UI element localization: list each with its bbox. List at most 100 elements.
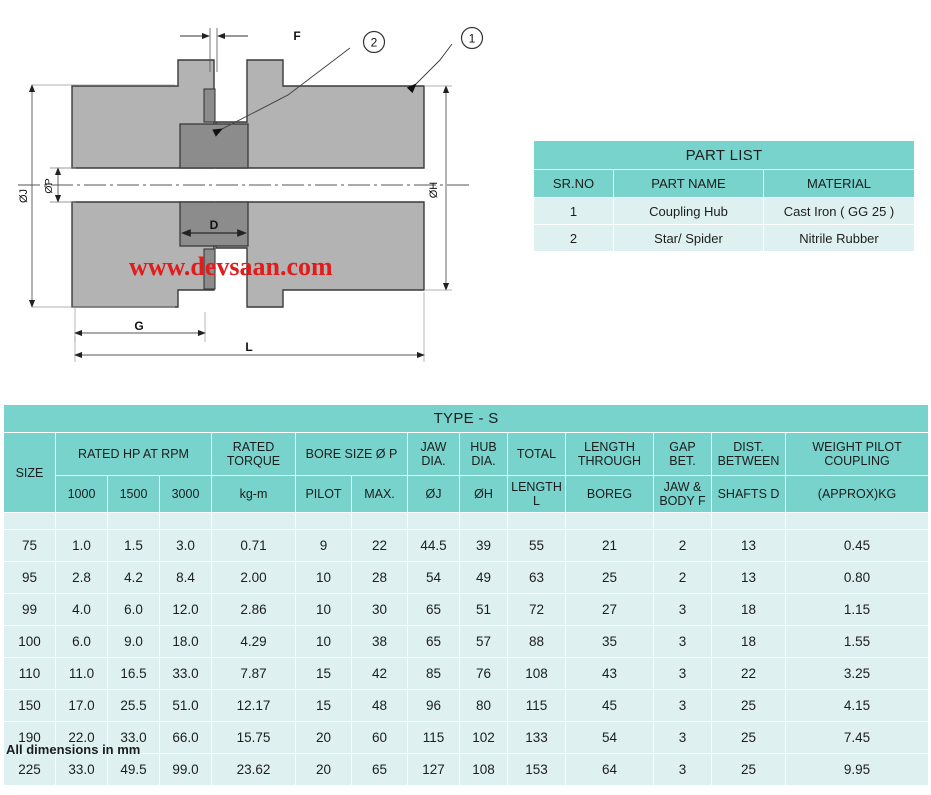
spec-cell-4-2: 16.5 (107, 657, 160, 690)
spec-cell-3-6: 38 (351, 625, 408, 658)
spec-cell-4-5: 15 (295, 657, 352, 690)
spec-cell-7-5: 20 (295, 753, 352, 786)
spec-cell-4-11: 3 (653, 657, 712, 690)
spec-cell-2-2: 6.0 (107, 593, 160, 626)
spec-cell-2-0: 99 (3, 593, 56, 626)
spec-cell-0-9: 55 (507, 529, 566, 562)
spec-cell-3-0: 100 (3, 625, 56, 658)
spec-cell-5-13: 4.15 (784, 689, 930, 722)
part-list-row: 2 Star/ Spider Nitrile Rubber (533, 224, 916, 252)
spec-cell-0-6: 22 (351, 529, 408, 562)
spec-cell-3-12: 18 (711, 625, 786, 658)
spec-cell-0-13: 0.45 (784, 529, 930, 562)
spec-cell-1-4: 2.00 (211, 561, 296, 594)
table-row: 225 33.0 49.5 99.0 23.62 20 65 127 108 153 64 3 25 9.… (3, 753, 930, 786)
spec-cell-1-3: 8.4 (159, 561, 212, 594)
spec-cell-4-7: 85 (407, 657, 460, 690)
table-row: 99 4.0 6.0 12.0 2.86 10 30 65 51 72 27 3 18 1.15 (3, 593, 930, 626)
spec-h1-9: DIST. BETWEEN (711, 432, 786, 476)
coupling-section-view: ØJ ØP ØH F D (18, 26, 484, 362)
dimension-g: G (74, 307, 206, 342)
spec-cell-3-9: 88 (507, 625, 566, 658)
dimension-l: L (74, 292, 425, 362)
part-list-cell-0-1: Coupling Hub (613, 197, 764, 225)
svg-text:2: 2 (371, 36, 378, 50)
spec-cell-5-2: 25.5 (107, 689, 160, 722)
spec-cell-5-10: 45 (565, 689, 654, 722)
spec-cell-3-13: 1.55 (784, 625, 930, 658)
spec-cell-7-7: 127 (407, 753, 460, 786)
spec-cell-7-11: 3 (653, 753, 712, 786)
spec-cell-5-0: 150 (3, 689, 56, 722)
spec-h1-7: LENGTH THROUGH (565, 432, 654, 476)
right-coupling-hub (215, 59, 425, 308)
spec-h2-5: PILOT (295, 475, 352, 513)
spec-cell-4-0: 110 (3, 657, 56, 690)
spec-spacer-row (3, 512, 930, 530)
spec-cell-5-11: 3 (653, 689, 712, 722)
spec-cell-6-12: 25 (711, 721, 786, 754)
spec-cell-0-5: 9 (295, 529, 352, 562)
spec-h2-11: JAW & BODY F (653, 475, 712, 513)
spec-cell-4-12: 22 (711, 657, 786, 690)
spec-cell-7-8: 108 (459, 753, 508, 786)
spec-cell-2-8: 51 (459, 593, 508, 626)
spec-cell-4-4: 7.87 (211, 657, 296, 690)
spec-cell-5-6: 48 (351, 689, 408, 722)
spec-cell-3-2: 9.0 (107, 625, 160, 658)
spec-cell-1-10: 25 (565, 561, 654, 594)
spec-h1-10: WEIGHT PILOT COUPLING (784, 432, 930, 476)
svg-text:1: 1 (469, 32, 476, 46)
part-list-col-1: PART NAME (613, 169, 764, 198)
spec-h2-2: 1500 (107, 475, 160, 513)
dimension-op: ØP (43, 167, 76, 203)
spec-cell-6-9: 133 (507, 721, 566, 754)
part-list-title: PART LIST (532, 140, 916, 170)
spec-cell-0-2: 1.5 (107, 529, 160, 562)
spec-cell-2-7: 65 (407, 593, 460, 626)
spec-cell-2-12: 18 (711, 593, 786, 626)
spec-cell-7-4: 23.62 (211, 753, 296, 786)
spec-table: TYPE - S SIZE RATED HP AT RPM RATED TORQUE B… (2, 404, 930, 786)
spec-cell-5-4: 12.17 (211, 689, 296, 722)
spec-cell-0-0: 75 (3, 529, 56, 562)
spec-cell-3-10: 35 (565, 625, 654, 658)
spec-cell-5-3: 51.0 (159, 689, 212, 722)
svg-text:ØH: ØH (428, 182, 440, 199)
spec-cell-2-10: 27 (565, 593, 654, 626)
spec-h2-6: MAX. (351, 475, 408, 513)
part-list-table: PART LIST SR.NO PART NAME MATERIAL 1 Coupling… (532, 140, 916, 252)
spec-cell-1-9: 63 (507, 561, 566, 594)
spec-cell-2-6: 30 (351, 593, 408, 626)
spec-header-row-2: 1000 1500 3000 kg-m PILOT MAX. ØJ ØH LENGTH L BOR… (4, 475, 930, 513)
spec-cell-6-8: 102 (459, 721, 508, 754)
spec-cell-7-10: 64 (565, 753, 654, 786)
spec-cell-5-5: 15 (295, 689, 352, 722)
spec-cell-2-4: 2.86 (211, 593, 296, 626)
balloon-callout-2: 2 (212, 30, 386, 137)
spec-cell-6-5: 20 (295, 721, 352, 754)
spec-cell-0-10: 21 (565, 529, 654, 562)
spec-cell-0-12: 13 (711, 529, 786, 562)
spec-header-row-1: SIZE RATED HP AT RPM RATED TORQUE BORE SIZE… (3, 432, 930, 513)
svg-text:ØP: ØP (43, 178, 55, 193)
table-row: 95 2.8 4.2 8.4 2.00 10 28 54 49 63 25 2 13 0.80 (3, 561, 930, 594)
table-row: 100 6.0 9.0 18.0 4.29 10 38 65 57 88 35 3 18 1.55 (3, 625, 930, 658)
dimension-f: F (180, 28, 301, 72)
spec-h1-2: RATED TORQUE (211, 432, 296, 476)
spec-h1-3: BORE SIZE Ø P (295, 432, 408, 476)
spec-cell-1-7: 54 (407, 561, 460, 594)
spec-h2-7: ØJ (407, 475, 460, 513)
part-list-header-row: SR.NO PART NAME MATERIAL (533, 169, 916, 198)
spec-cell-1-11: 2 (653, 561, 712, 594)
spec-cell-6-7: 115 (407, 721, 460, 754)
spec-cell-5-8: 80 (459, 689, 508, 722)
spec-cell-2-13: 1.15 (784, 593, 930, 626)
part-list-title-row: PART LIST (532, 140, 916, 170)
coupling-drawing: ØJ ØP ØH F D (0, 0, 520, 385)
spec-cell-2-11: 3 (653, 593, 712, 626)
spec-h2-12: SHAFTS D (711, 475, 786, 513)
spec-cell-6-0: 190 (3, 721, 56, 754)
dimension-oj: ØJ (18, 84, 175, 308)
spec-title: TYPE - S (2, 404, 930, 433)
